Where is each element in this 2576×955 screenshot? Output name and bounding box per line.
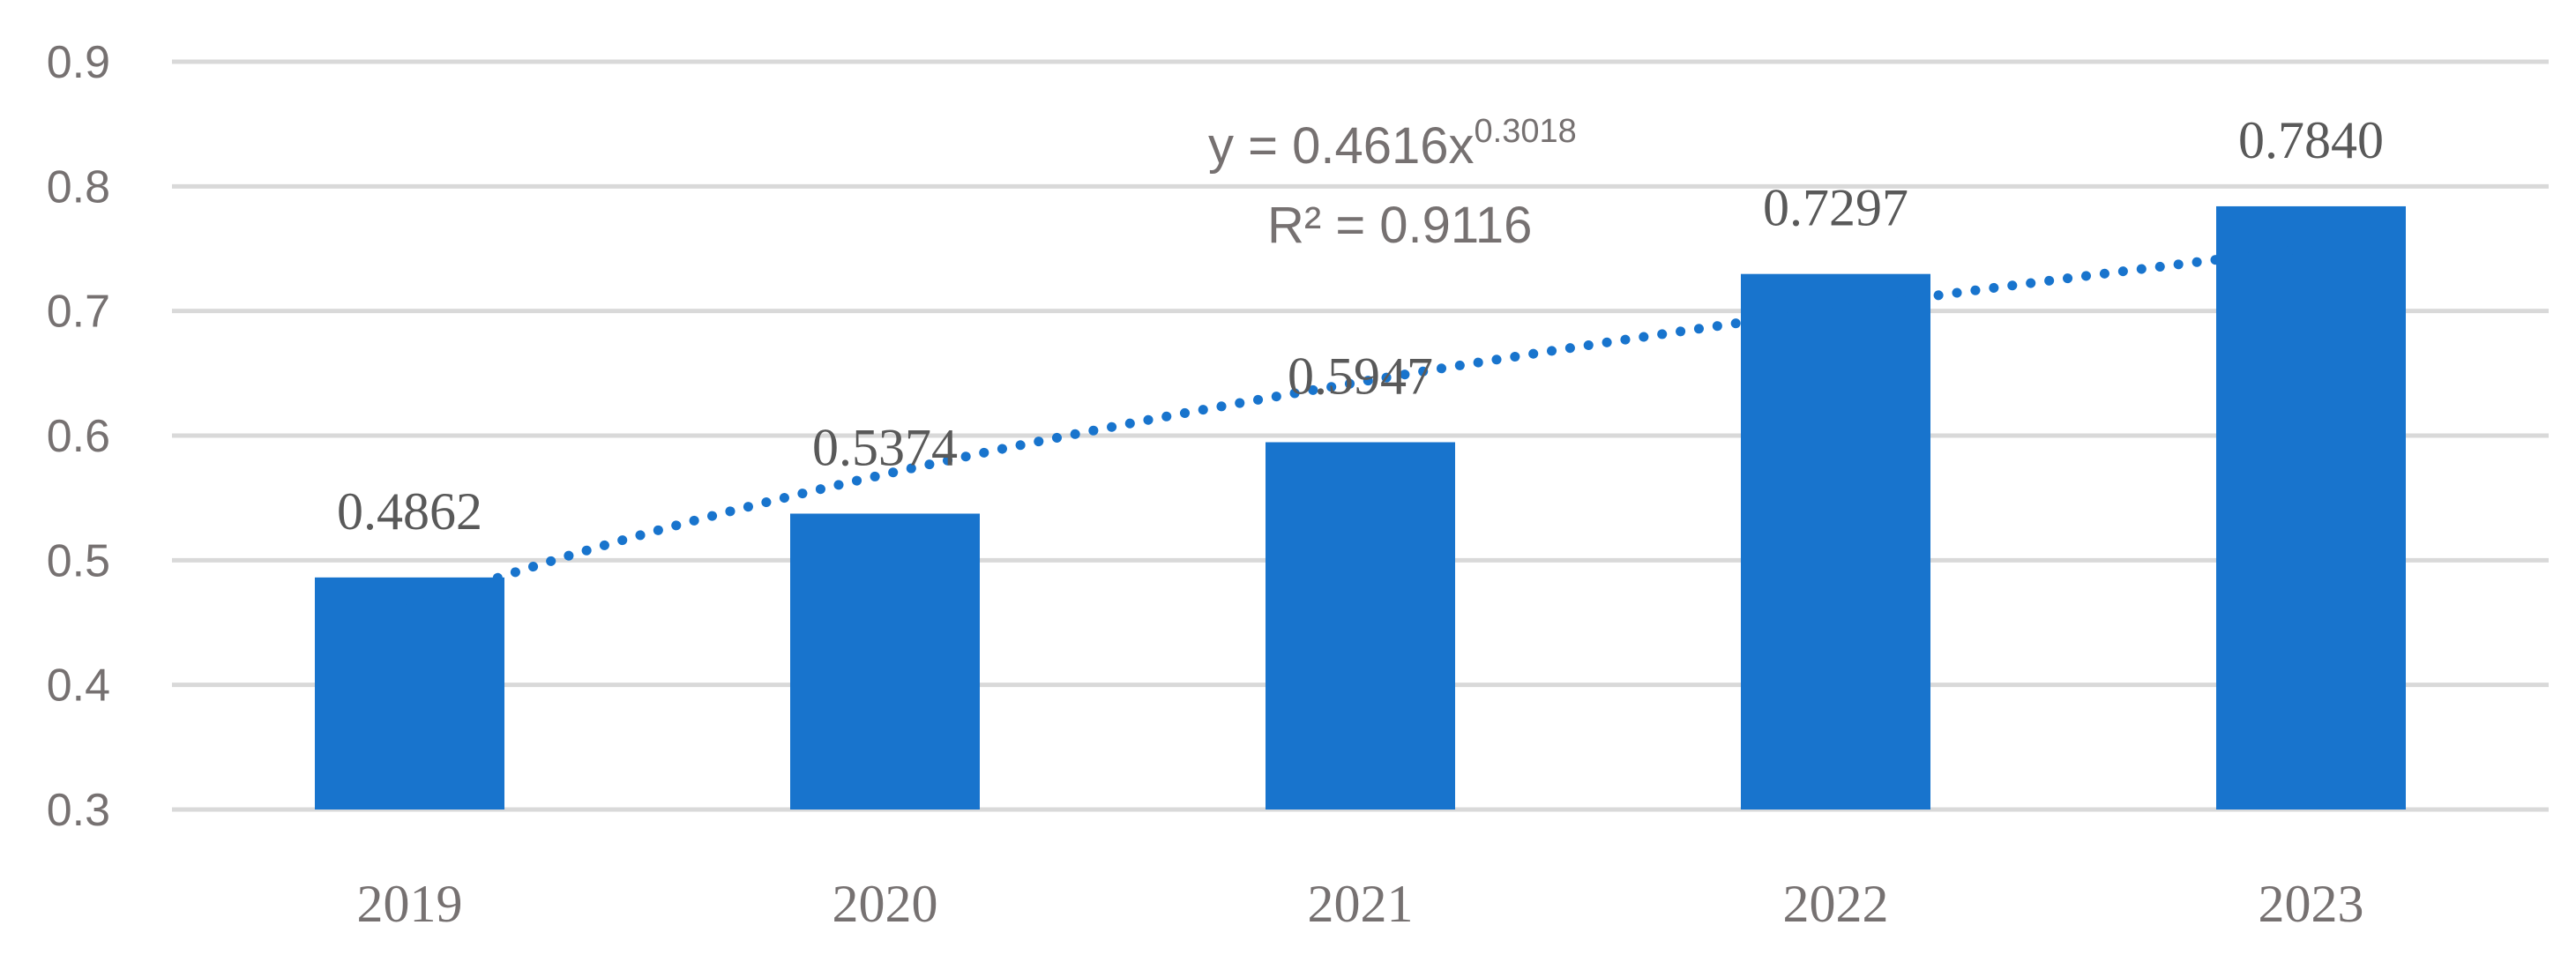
y-tick-label: 0.4 (47, 660, 110, 712)
y-tick-label: 0.9 (47, 37, 110, 88)
x-tick-label: 2022 (1783, 875, 1889, 933)
x-axis-tick-labels: 2019 2020 2021 2022 2023 (357, 875, 2364, 933)
y-tick-label: 0.7 (47, 287, 110, 338)
data-label: 0.7840 (2238, 111, 2384, 169)
x-tick-label: 2019 (357, 875, 463, 933)
trendline-r-squared: R² = 0.9116 (1267, 197, 1532, 254)
trendline-equation-exponent: 0.3018 (1475, 113, 1577, 150)
y-tick-label: 0.6 (47, 411, 110, 462)
y-tick-label: 0.5 (47, 535, 110, 586)
x-tick-label: 2023 (2259, 875, 2364, 933)
bars (315, 205, 2406, 810)
data-label: 0.4862 (337, 482, 482, 541)
bar (315, 577, 504, 810)
trendline-equation: y = 0.4616x0.3018 R² = 0.9116 (1208, 113, 1577, 254)
trendline-equation-prefix: y = 0.4616x (1208, 117, 1475, 175)
trendline-path (405, 243, 2316, 614)
trendline-equation-text: y = 0.4616x0.3018 (1208, 113, 1577, 175)
bar (1266, 442, 1455, 810)
bar (790, 513, 980, 810)
data-label: 0.7297 (1763, 179, 1908, 237)
y-tick-label: 0.3 (47, 785, 110, 836)
bar (1741, 273, 1930, 810)
x-tick-label: 2021 (1308, 875, 1414, 933)
x-tick-label: 2020 (833, 875, 938, 933)
trendline (405, 243, 2316, 614)
bar (2216, 205, 2406, 810)
y-axis-tick-labels: 0.3 0.4 0.5 0.6 0.7 0.8 0.9 (47, 37, 110, 836)
data-labels: 0.4862 0.5374 0.5947 0.7297 0.7840 (337, 111, 2384, 541)
y-tick-label: 0.8 (47, 161, 110, 213)
data-label: 0.5947 (1288, 347, 1433, 405)
data-label: 0.5374 (812, 418, 958, 476)
